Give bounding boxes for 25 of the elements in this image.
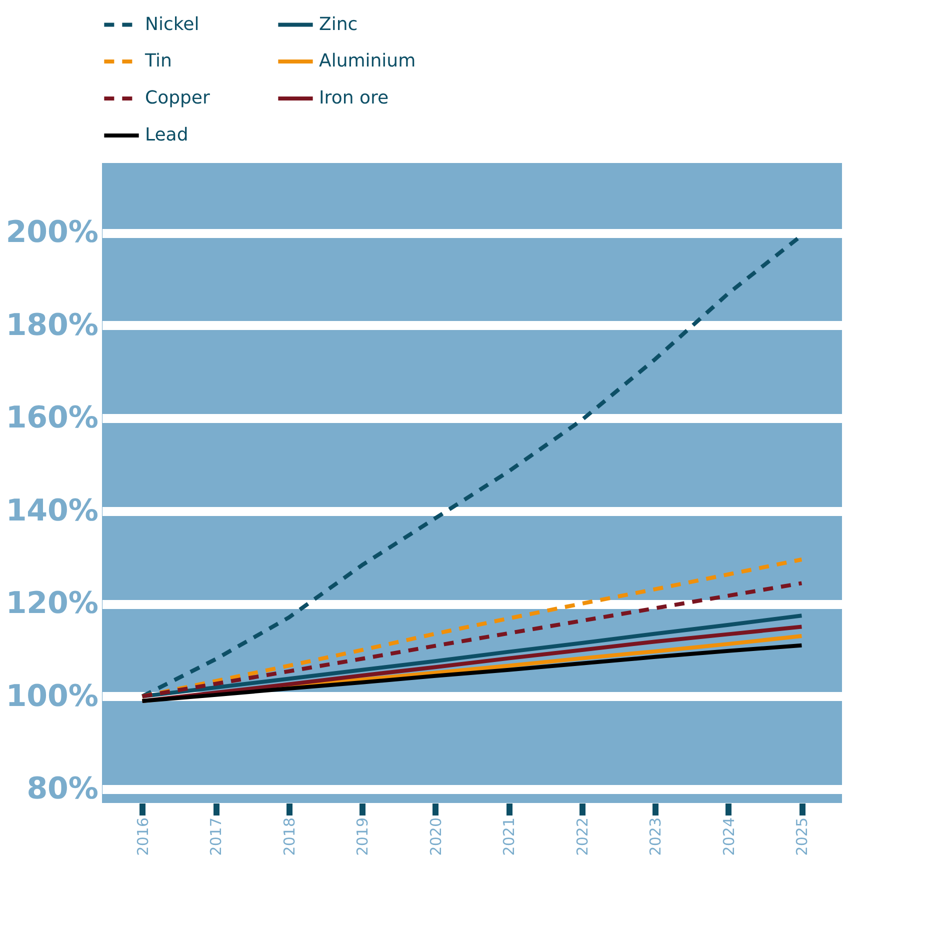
y-tick-label: 100% <box>6 678 98 714</box>
legend-label: Iron ore <box>319 88 389 108</box>
x-tick-label: 2016 <box>134 818 152 856</box>
x-tick-label: 2025 <box>793 818 812 856</box>
legend-label: Lead <box>145 124 188 146</box>
x-tick-label: 2023 <box>646 818 665 856</box>
y-tick-label: 180% <box>6 308 98 343</box>
x-tick-label: 2019 <box>354 818 372 856</box>
x-tick-label: 2018 <box>280 818 298 856</box>
y-tick-label: 80% <box>26 772 98 807</box>
y-tick-label: 140% <box>6 493 98 528</box>
y-tick-label: 200% <box>6 215 98 250</box>
y-tick-label: 160% <box>6 400 98 436</box>
x-tick-label: 2017 <box>207 818 226 856</box>
legend-label: Tin <box>144 50 172 72</box>
legend-label: Zinc <box>319 14 358 35</box>
x-tick-label: 2024 <box>720 818 738 856</box>
line-series <box>140 581 804 698</box>
y-tick-label: 120% <box>6 586 98 622</box>
legend-label: Copper <box>145 88 211 108</box>
x-tick-label: 2020 <box>426 818 445 856</box>
x-tick-label: 2022 <box>573 818 592 856</box>
legend-label: Aluminium <box>319 50 416 72</box>
x-tick-label: 2021 <box>500 818 518 856</box>
legend-label: Nickel <box>145 14 200 35</box>
